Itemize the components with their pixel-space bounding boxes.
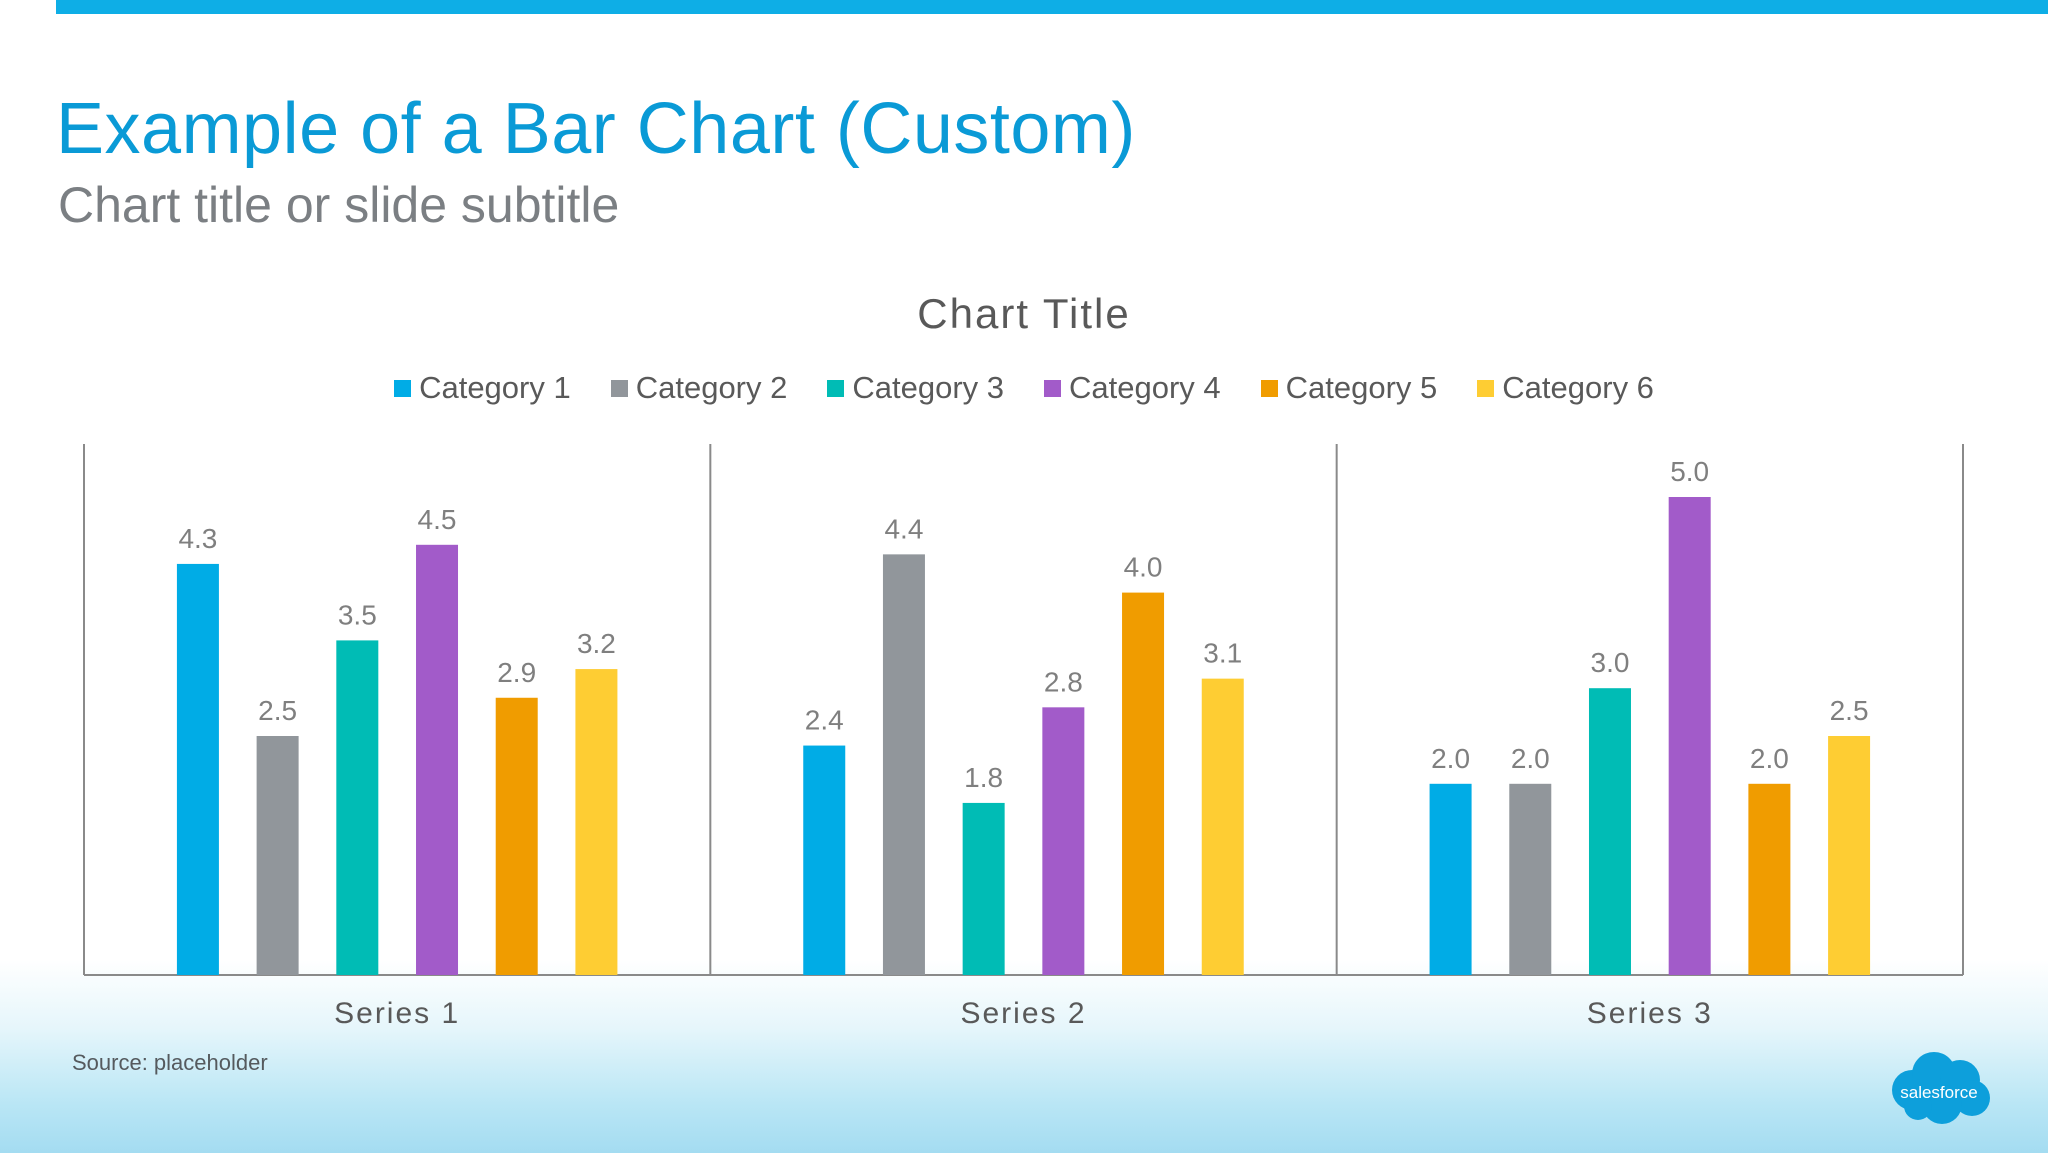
legend-item-category-4: Category 4 <box>1044 370 1221 406</box>
data-label: 2.9 <box>497 657 536 688</box>
legend-item-category-2: Category 2 <box>610 370 788 406</box>
bar <box>803 745 846 975</box>
cloud-icon <box>1892 1052 1990 1124</box>
legend-item-category-3: Category 3 <box>827 370 1004 406</box>
data-label: 2.0 <box>1431 743 1470 774</box>
logo-text: salesforce <box>1900 1083 1977 1102</box>
x-tick-label: Series 1 <box>334 997 460 1030</box>
page-title: Example of a Bar Chart (Custom) <box>56 89 1136 169</box>
data-label: 1.8 <box>964 762 1003 793</box>
bar <box>416 544 459 975</box>
data-label: 2.4 <box>805 705 844 736</box>
legend-label: Category 4 <box>1069 370 1221 405</box>
bar <box>882 554 925 975</box>
data-label: 3.0 <box>1591 647 1630 678</box>
data-label: 4.4 <box>884 513 923 544</box>
legend-swatch <box>1260 379 1278 397</box>
legend-label: Category 1 <box>419 370 571 405</box>
data-label: 2.8 <box>1044 666 1083 697</box>
legend-label: Category 5 <box>1285 370 1438 405</box>
legend-item-category-6: Category 6 <box>1477 370 1654 406</box>
bar <box>1748 783 1791 975</box>
bar <box>176 563 219 975</box>
data-label: 3.2 <box>577 628 616 659</box>
legend-label: Category 2 <box>635 370 788 405</box>
data-label: 3.1 <box>1203 638 1242 669</box>
data-label: 2.5 <box>1830 695 1869 726</box>
legend-swatch <box>1477 379 1495 397</box>
x-tick-label: Series 2 <box>960 997 1086 1030</box>
data-label: 4.5 <box>418 504 457 535</box>
legend-swatch <box>610 379 628 397</box>
bar <box>962 802 1005 975</box>
bottom-gradient-wash <box>0 960 2048 1153</box>
bar <box>336 640 379 975</box>
bar <box>1122 592 1165 975</box>
data-label: 2.5 <box>258 695 297 726</box>
salesforce-logo: salesforce <box>1892 1052 1990 1124</box>
bar <box>1509 783 1552 975</box>
x-tick-label: Series 3 <box>1587 997 1713 1030</box>
chart-legend: Category 1 Category 2 Category 3 Categor… <box>0 370 2048 406</box>
bar <box>1042 707 1085 975</box>
source-note: Source: placeholder <box>72 1050 268 1075</box>
bar <box>495 697 538 975</box>
legend-item-category-1: Category 1 <box>394 370 571 406</box>
bar <box>1201 678 1244 975</box>
data-label: 2.0 <box>1750 743 1789 774</box>
bar <box>256 736 299 975</box>
legend-item-category-5: Category 5 <box>1260 370 1438 406</box>
bar <box>1429 783 1472 975</box>
legend-label: Category 6 <box>1502 370 1654 405</box>
bar <box>1668 497 1711 975</box>
data-label: 2.0 <box>1511 743 1550 774</box>
bar <box>1828 736 1871 975</box>
legend-swatch <box>394 379 412 397</box>
data-label: 5.0 <box>1670 456 1709 487</box>
legend-swatch <box>1044 379 1061 397</box>
data-label: 3.5 <box>338 599 377 630</box>
page-subtitle: Chart title or slide subtitle <box>58 177 620 233</box>
legend-swatch <box>827 379 845 397</box>
data-label: 4.0 <box>1124 552 1163 583</box>
top-accent-bar <box>56 0 2048 14</box>
data-label: 4.3 <box>178 523 217 554</box>
legend-label: Category 3 <box>852 370 1004 405</box>
chart-title: Chart Title <box>917 290 1131 337</box>
bar <box>1588 688 1631 975</box>
bar <box>575 669 618 975</box>
